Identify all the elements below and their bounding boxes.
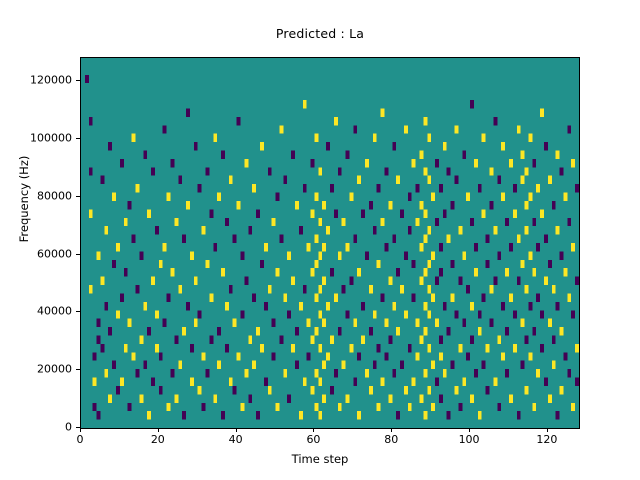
y-tick-mark: [76, 137, 80, 139]
y-axis-label: Frequency (Hz): [17, 155, 31, 243]
y-tick-label: 40000: [37, 304, 72, 318]
heatmap-plot-area[interactable]: [80, 57, 580, 429]
x-tick-mark: [469, 428, 471, 432]
x-tick-label: 60: [306, 433, 321, 446]
y-tick-mark: [76, 80, 80, 82]
x-tick-mark: [80, 428, 81, 432]
x-tick-label: 0: [76, 433, 84, 446]
x-axis-label: Time step: [291, 452, 349, 466]
y-tick-mark: [76, 311, 80, 313]
x-tick-label: 100: [458, 433, 480, 446]
x-tick-mark: [157, 428, 159, 432]
y-tick-label: 100000: [30, 131, 72, 145]
x-tick-label: 40: [228, 433, 243, 446]
y-tick-label: 0: [65, 420, 72, 434]
chart-title: Predicted : La: [275, 26, 365, 41]
x-tick-mark: [546, 428, 548, 432]
y-tick-label: 60000: [37, 247, 72, 261]
y-tick-label: 80000: [37, 189, 72, 203]
x-tick-mark: [391, 428, 393, 432]
y-tick-label: 20000: [37, 362, 72, 376]
x-tick-label: 20: [150, 433, 165, 446]
y-tick-mark: [76, 427, 80, 428]
y-tick-label: 120000: [30, 73, 72, 87]
y-tick-mark: [76, 369, 80, 371]
heatmap-image: [81, 58, 579, 428]
y-tick-mark: [76, 195, 80, 197]
x-tick-mark: [313, 428, 315, 432]
y-tick-mark: [76, 253, 80, 255]
x-tick-mark: [235, 428, 237, 432]
x-tick-label: 80: [384, 433, 399, 446]
x-tick-label: 120: [536, 433, 558, 446]
